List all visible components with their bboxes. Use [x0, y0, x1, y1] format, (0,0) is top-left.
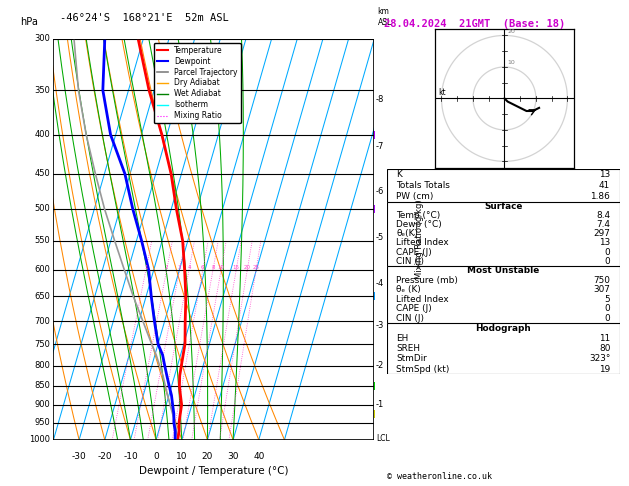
Text: -8: -8 [376, 95, 384, 104]
Text: Pressure (mb): Pressure (mb) [396, 276, 458, 285]
Text: 600: 600 [35, 265, 50, 274]
Text: kt: kt [438, 88, 446, 97]
Text: 650: 650 [35, 292, 50, 301]
Text: StmDir: StmDir [396, 354, 427, 364]
Text: 1.86: 1.86 [591, 191, 610, 201]
Text: © weatheronline.co.uk: © weatheronline.co.uk [387, 472, 492, 481]
Text: 0: 0 [153, 452, 159, 461]
Text: Most Unstable: Most Unstable [467, 266, 539, 275]
Text: StmSpd (kt): StmSpd (kt) [396, 364, 450, 374]
Text: 20: 20 [508, 29, 516, 34]
Text: CAPE (J): CAPE (J) [396, 304, 432, 313]
Text: 900: 900 [35, 400, 50, 409]
Text: 8.4: 8.4 [596, 211, 610, 220]
Text: 300: 300 [35, 35, 50, 43]
Text: 1: 1 [144, 265, 148, 270]
Text: -20: -20 [97, 452, 112, 461]
Text: -1: -1 [376, 400, 384, 409]
Text: 307: 307 [593, 285, 610, 294]
Text: Dewpoint / Temperature (°C): Dewpoint / Temperature (°C) [139, 466, 289, 476]
Text: 1000: 1000 [30, 435, 50, 444]
Text: 0: 0 [604, 247, 610, 257]
Text: 4: 4 [187, 265, 191, 270]
Text: 80: 80 [599, 344, 610, 353]
Legend: Temperature, Dewpoint, Parcel Trajectory, Dry Adiabat, Wet Adiabat, Isotherm, Mi: Temperature, Dewpoint, Parcel Trajectory… [153, 43, 241, 123]
Text: K: K [396, 170, 402, 179]
Text: -30: -30 [72, 452, 87, 461]
Text: Hodograph: Hodograph [476, 324, 531, 333]
Text: 15: 15 [233, 265, 240, 270]
Text: EH: EH [396, 334, 408, 343]
Text: 0: 0 [604, 304, 610, 313]
Text: hPa: hPa [21, 17, 38, 27]
Text: CIN (J): CIN (J) [396, 257, 424, 266]
Text: -4: -4 [376, 279, 384, 288]
Text: LCL: LCL [376, 434, 389, 443]
Text: 8: 8 [211, 265, 214, 270]
Text: 750: 750 [593, 276, 610, 285]
Text: -3: -3 [376, 321, 384, 330]
Text: 850: 850 [35, 381, 50, 390]
Text: 30: 30 [227, 452, 239, 461]
Text: 20: 20 [202, 452, 213, 461]
Text: SREH: SREH [396, 344, 420, 353]
Text: Totals Totals: Totals Totals [396, 181, 450, 190]
Text: 19: 19 [599, 364, 610, 374]
Text: -10: -10 [123, 452, 138, 461]
Text: 13: 13 [599, 170, 610, 179]
Text: 5: 5 [604, 295, 610, 304]
Text: 11: 11 [599, 334, 610, 343]
Text: θₑ(K): θₑ(K) [396, 229, 418, 238]
Text: 25: 25 [253, 265, 260, 270]
Text: 2: 2 [165, 265, 169, 270]
Text: Mixing Ratio (g/kg): Mixing Ratio (g/kg) [415, 200, 424, 279]
Text: 297: 297 [593, 229, 610, 238]
Text: -7: -7 [376, 142, 384, 152]
Text: 450: 450 [35, 170, 50, 178]
Text: 10: 10 [508, 60, 515, 65]
Text: 950: 950 [35, 418, 50, 427]
Text: 41: 41 [599, 181, 610, 190]
Text: Temp (°C): Temp (°C) [396, 211, 440, 220]
Text: -2: -2 [376, 361, 384, 370]
Text: 400: 400 [35, 130, 50, 139]
Text: -5: -5 [376, 233, 384, 242]
Text: 800: 800 [35, 361, 50, 370]
Text: 0: 0 [604, 314, 610, 323]
Text: 10: 10 [218, 265, 225, 270]
Text: 700: 700 [35, 316, 50, 326]
Text: 323°: 323° [589, 354, 610, 364]
Text: θₑ (K): θₑ (K) [396, 285, 421, 294]
Text: -6: -6 [376, 188, 384, 196]
Text: 350: 350 [35, 86, 50, 95]
Text: 7.4: 7.4 [596, 220, 610, 229]
Text: Lifted Index: Lifted Index [396, 239, 448, 247]
Text: 0: 0 [604, 257, 610, 266]
Text: 20: 20 [244, 265, 251, 270]
Text: PW (cm): PW (cm) [396, 191, 433, 201]
Text: 10: 10 [176, 452, 187, 461]
Text: 13: 13 [599, 239, 610, 247]
Text: Dewp (°C): Dewp (°C) [396, 220, 442, 229]
Text: Surface: Surface [484, 202, 523, 211]
Text: 40: 40 [253, 452, 264, 461]
Text: 500: 500 [35, 205, 50, 213]
Text: CAPE (J): CAPE (J) [396, 247, 432, 257]
Text: km
ASL: km ASL [377, 7, 392, 27]
Text: 6: 6 [201, 265, 204, 270]
Text: 750: 750 [35, 340, 50, 348]
Text: CIN (J): CIN (J) [396, 314, 424, 323]
Text: 550: 550 [35, 236, 50, 245]
Text: 28.04.2024  21GMT  (Base: 18): 28.04.2024 21GMT (Base: 18) [384, 19, 565, 30]
Text: 3: 3 [178, 265, 181, 270]
Text: Lifted Index: Lifted Index [396, 295, 448, 304]
Text: -46°24'S  168°21'E  52m ASL: -46°24'S 168°21'E 52m ASL [60, 13, 228, 23]
